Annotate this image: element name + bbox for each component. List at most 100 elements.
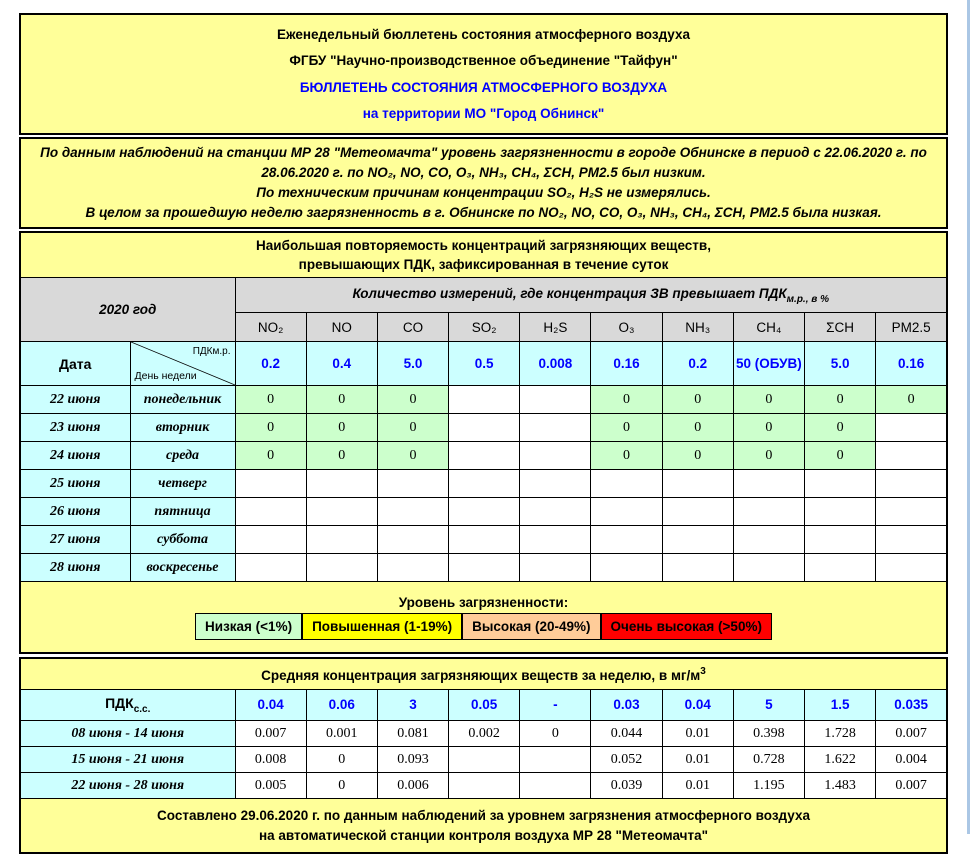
table-cell: 0 [519, 720, 592, 747]
table-cell: 0.001 [305, 720, 378, 747]
date-cell: 26 июня [19, 497, 131, 526]
table-cell: 0.039 [590, 772, 663, 799]
pollutant-header: NO₂ [234, 312, 307, 342]
table-row: 22 июня понедельник 0 0 0 0 0 0 0 0 [19, 385, 948, 414]
pdk-ss-value: 0.04 [661, 689, 734, 721]
day-cell: среда [129, 441, 236, 470]
pollutant-header: H₂S [519, 312, 592, 342]
pollutant-header: NO [305, 312, 378, 342]
table-cell: 0 [590, 413, 663, 442]
table-cell: 1.622 [803, 746, 877, 773]
table-cell [590, 469, 663, 498]
table-cell [803, 553, 877, 582]
table-cell [590, 553, 663, 582]
table-cell: 0.004 [875, 746, 948, 773]
table-cell [448, 746, 521, 773]
summary-sentence-3: В целом за прошедшую неделю загрязненнос… [85, 205, 882, 220]
table-cell [234, 553, 307, 582]
pdk-mr-value: 0.4 [305, 341, 378, 386]
table-cell: 0.006 [376, 772, 450, 799]
table-cell: 0.002 [448, 720, 521, 747]
pdk-ss-value: 0.035 [875, 689, 948, 721]
table-cell [732, 525, 806, 554]
table-cell: 0 [376, 441, 450, 470]
table-cell [519, 497, 592, 526]
date-header: Дата [19, 341, 131, 386]
table-cell: 0 [803, 385, 877, 414]
table-cell: 0.01 [661, 746, 734, 773]
pdk-ss-value: 5 [732, 689, 806, 721]
legend-item-elevated: Повышенная (1-19%) [302, 612, 463, 640]
pdk-ss-value: 1.5 [803, 689, 877, 721]
week-label: 15 июня - 21 июня [19, 746, 236, 773]
day-cell: суббота [129, 525, 236, 554]
table-cell: 0 [732, 413, 806, 442]
table-cell [590, 497, 663, 526]
table-cell [661, 553, 734, 582]
table-cell [305, 525, 378, 554]
table-cell [448, 553, 521, 582]
date-cell: 23 июня [19, 413, 131, 442]
table-cell: 0.081 [376, 720, 450, 747]
table-cell [448, 385, 521, 414]
week-label: 22 июня - 28 июня [19, 772, 236, 799]
pollutant-header: PM2.5 [875, 312, 948, 342]
pdk-mr-value: 5.0 [803, 341, 877, 386]
day-cell: четверг [129, 469, 236, 498]
table-cell [875, 553, 948, 582]
table-cell [875, 413, 948, 442]
table-cell [875, 469, 948, 498]
table-cell: 0.008 [234, 746, 307, 773]
table-cell [519, 746, 592, 773]
table-cell: 0 [305, 772, 378, 799]
pdk-ss-value: 0.03 [590, 689, 663, 721]
pdk-ss-value: - [519, 689, 592, 721]
table-row: 23 июня вторник 0 0 0 0 0 0 0 [19, 413, 948, 442]
table-cell [661, 469, 734, 498]
table-row: 22 июня - 28 июня 0.005 0 0.006 0.039 0.… [19, 772, 948, 799]
week-label: 08 июня - 14 июня [19, 720, 236, 747]
table-cell [661, 525, 734, 554]
diag-bottom-label: День недели [134, 370, 197, 382]
table-cell: 0 [305, 385, 378, 414]
pollutant-header: NH₃ [661, 312, 734, 342]
table-cell [376, 469, 450, 498]
table-cell [803, 497, 877, 526]
table-cell: 0.044 [590, 720, 663, 747]
table-cell [448, 441, 521, 470]
table-cell [519, 469, 592, 498]
pdk-mr-value: 0.2 [234, 341, 307, 386]
legend-item-very-high: Очень высокая (>50%) [600, 612, 772, 640]
pollutant-header: CO [376, 312, 450, 342]
table-row: 24 июня среда 0 0 0 0 0 0 0 [19, 441, 948, 470]
legend-chips: Низкая (<1%) Повышенная (1-19%) Высокая … [23, 612, 944, 640]
pdk-mr-value: 50 (ОБУВ) [732, 341, 806, 386]
organization-name: ФГБУ "Научно-производственное объединени… [289, 53, 678, 69]
table-cell: 0 [661, 441, 734, 470]
average-table-title: Средняя концентрация загрязняющих вещест… [19, 657, 948, 690]
table-cell: 0 [590, 441, 663, 470]
pdk-mr-value: 5.0 [376, 341, 450, 386]
pdk-ss-row: ПДКс.с. 0.04 0.06 3 0.05 - 0.03 0.04 5 1… [19, 689, 948, 721]
exceedance-table-title: Наибольшая повторяемость концентраций за… [19, 231, 948, 278]
legend-title: Уровень загрязненности: [398, 594, 569, 610]
day-cell: воскресенье [129, 553, 236, 582]
pollutant-header: SO₂ [448, 312, 521, 342]
table-cell: 0 [661, 385, 734, 414]
average-concentration-table: Средняя концентрация загрязняющих вещест… [19, 657, 948, 854]
table-cell: 0.01 [661, 720, 734, 747]
bulletin-header: Еженедельный бюллетень состояния атмосфе… [19, 13, 948, 135]
summary-sentence-1: По данным наблюдений на станции МР 28 "М… [40, 145, 927, 180]
table-cell [519, 441, 592, 470]
diagonal-split-cell: ПДКм.р. День недели [129, 341, 236, 386]
table-cell [732, 469, 806, 498]
table-cell [519, 413, 592, 442]
diagonal-line [131, 342, 234, 385]
table-cell: 0 [376, 413, 450, 442]
summary-sentence-2: По техническим причинам концентрации SO₂… [256, 185, 711, 200]
measure-title: Количество измерений, где концентрация З… [234, 277, 948, 313]
table-cell [732, 553, 806, 582]
table-cell [519, 385, 592, 414]
legend-item-high: Высокая (20-49%) [462, 612, 601, 640]
table-cell: 0.052 [590, 746, 663, 773]
